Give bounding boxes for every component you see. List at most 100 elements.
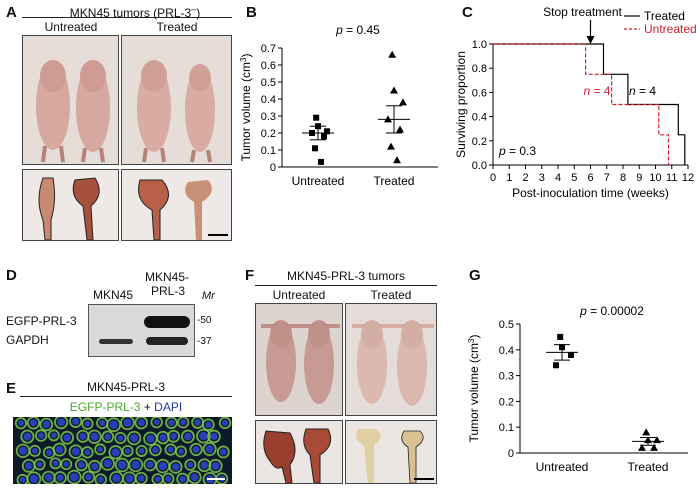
panel-c-line-untreated: [493, 43, 670, 165]
panel-g-point-untreated: [553, 362, 559, 369]
panel-e-cell: [150, 417, 163, 429]
panel-b-point-untreated: [324, 128, 330, 135]
panel-c-x-tick-label: 12: [682, 172, 694, 184]
panel-c-x-tick-label: 1: [506, 172, 512, 184]
panel-e-nucleus: [97, 446, 103, 453]
panel-c-x-tick-label: 2: [522, 172, 528, 184]
panel-g-p-value: p = 0.00002: [579, 304, 644, 318]
panel-b-y-tick-label: 0.3: [261, 111, 276, 123]
panel-b-p-value: p = 0.45: [335, 23, 380, 37]
panel-e-cell: [87, 459, 102, 474]
panel-e-nucleus: [200, 461, 209, 469]
panel-e-nucleus: [57, 418, 66, 427]
panel-e-cell: [174, 445, 188, 458]
panel-e-nucleus: [29, 419, 38, 427]
panel-e-cell: [39, 417, 54, 432]
panel-b-y-tick-label: 0.1: [261, 145, 276, 157]
panel-e-cell: [60, 458, 73, 471]
panel-f-mice-treated-art: [346, 304, 436, 415]
panel-c-n-label-untreated: n = 4: [583, 84, 610, 98]
panel-e-cell: [53, 471, 67, 484]
panel-e-cell: [134, 417, 148, 430]
panel-g-point-untreated: [557, 333, 564, 340]
panel-a-tumors-untreated-art: [23, 170, 118, 240]
panel-e-nucleus: [44, 473, 53, 482]
panel-e-nucleus: [123, 418, 132, 428]
panel-e-nucleus: [129, 433, 139, 443]
panel-g-point-treated: [642, 428, 651, 436]
panel-f-mice-untreated-photo: [255, 303, 343, 416]
panel-a-tumors-treated-art: [122, 170, 231, 240]
panel-f-tumors-treated-art: [346, 421, 436, 483]
panel-a-title: MKN45 tumors (PRL-3–): [40, 3, 230, 20]
panel-c-y-tick-label: 1.0: [472, 39, 487, 51]
panel-b-y-tick-label: 0.4: [261, 94, 276, 106]
panel-e-nucleus: [79, 432, 87, 440]
panel-e-nucleus: [154, 476, 161, 483]
panel-c-chart: 0.00.20.40.60.81.00 1 2 3 4 5 6 7 8 9 10 11 12Post-i…: [454, 5, 697, 200]
panel-g-y-tick-label: 0.4: [499, 345, 514, 357]
panel-a-tumors-treated-photo: [121, 169, 232, 241]
panel-c-x-tick-label: 8: [620, 172, 626, 184]
panel-a-mice-untreated-photo: [22, 35, 119, 165]
panel-e-nucleus: [52, 460, 59, 467]
panel-b-point-treated: [387, 142, 395, 150]
panel-c-y-tick-label: 0.6: [472, 87, 487, 99]
panel-e-cell: [81, 417, 94, 430]
panel-a-tumors-untreated-photo: [22, 169, 119, 241]
panel-e-nucleus: [84, 449, 91, 456]
panel-e-nucleus: [205, 421, 212, 428]
panel-c-n-label-treated: n = 4: [629, 84, 656, 98]
panel-c-legend-label-treated: Treated: [644, 9, 685, 23]
panel-e-cell: [47, 429, 60, 442]
panel-b-point-untreated: [321, 133, 327, 140]
panel-b-point-untreated: [313, 114, 320, 121]
panel-c-x-tick-label: 9: [636, 172, 642, 184]
panel-g-point-untreated: [568, 351, 574, 358]
panel-b-x-tick-label: Untreated: [292, 174, 345, 188]
panel-e-nucleus: [55, 445, 64, 454]
panel-e-nucleus: [138, 448, 145, 454]
panel-d-marker-50: -50: [197, 315, 212, 326]
panel-e-nucleus: [187, 461, 194, 468]
panel-f-group-treated: Treated: [370, 288, 412, 302]
panel-e-cell: [68, 417, 83, 428]
panel-e-nucleus: [164, 475, 172, 483]
panel-d-blot: [88, 304, 195, 357]
panel-c-y-axis-label: Surviving proportion: [454, 51, 468, 158]
panel-a-mice-treated-photo: [121, 35, 232, 165]
panel-e-nucleus: [190, 473, 199, 482]
panel-c-legend-label-untreated: Untreated: [644, 22, 697, 36]
panel-e-cell: [120, 417, 135, 431]
panel-e-cell: [82, 470, 96, 484]
panel-b-y-tick-label: 0.5: [261, 77, 276, 89]
panel-e-cell: [149, 443, 162, 457]
panel-f-title: MKN45-PRL-3 tumors: [286, 269, 406, 283]
panel-b-y-tick-label: 0.7: [261, 43, 276, 55]
panel-e-nucleus: [112, 474, 121, 483]
panel-d-band-gapdh-lane2: [146, 337, 188, 345]
panel-e-nucleus: [152, 446, 159, 454]
panel-e-cell: [167, 429, 181, 443]
panel-e-cell: [197, 458, 212, 473]
panel-e-cell: [187, 470, 202, 484]
panel-e-nucleus: [146, 434, 155, 443]
panel-e-cell: [28, 444, 41, 457]
panel-c-x-tick-label: 7: [604, 172, 610, 184]
panel-e-cell: [126, 430, 142, 446]
panel-b-point-treated: [388, 50, 397, 58]
panel-c-x-tick-label: 10: [649, 172, 661, 184]
panel-label-b: B: [246, 4, 257, 21]
panel-e-nucleus: [72, 417, 80, 425]
panel-e-nucleus: [192, 445, 200, 453]
panel-f-mice-treated-photo: [345, 303, 437, 416]
panel-e-nucleus: [168, 419, 175, 426]
panel-b-y-tick-label: 0: [270, 162, 276, 174]
panel-d-row-egfp: EGFP-PRL-3: [6, 314, 77, 328]
panel-e-nucleus: [45, 449, 53, 456]
panel-e-cell: [14, 417, 28, 430]
panel-c-y-tick-label: 0.0: [472, 160, 487, 172]
panel-e-legend: EGFP-PRL-3 + DAPI: [20, 401, 232, 414]
panel-b-point-treated: [390, 86, 398, 94]
panel-f-tumors-treated-photo: [345, 420, 437, 484]
